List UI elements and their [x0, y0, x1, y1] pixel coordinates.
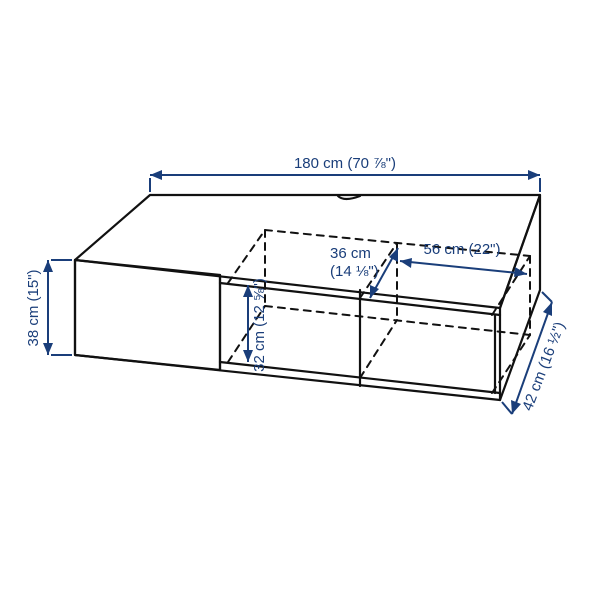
inner-depth-label-1: 36 cm: [330, 245, 371, 262]
inner-width-label: 56 cm (22"): [423, 241, 500, 258]
width-label: 180 cm (70 ⅞"): [294, 155, 396, 172]
height-label: 38 cm (15"): [25, 269, 42, 346]
dimension-diagram: 180 cm (70 ⅞") 38 cm (15") 32 cm (12 ⅝")…: [0, 0, 600, 600]
inner-height-label: 32 cm (12 ⅝"): [251, 278, 268, 372]
inner-depth-label-2: (14 ⅛"): [330, 263, 379, 280]
cabinet-outline: [75, 195, 540, 400]
